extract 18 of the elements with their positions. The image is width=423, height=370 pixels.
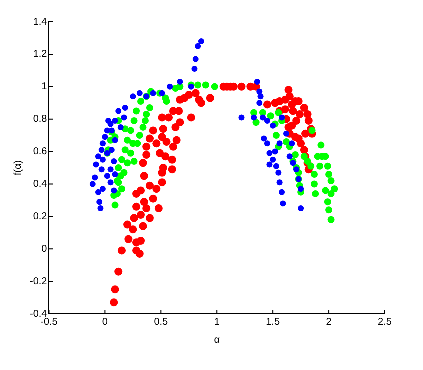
y-tick-label: 1.2: [33, 49, 48, 60]
y-tick-label: 1: [42, 82, 48, 93]
x-tick-label: 0: [102, 316, 108, 328]
x-tick-label: 1: [214, 316, 220, 328]
x-axis-title: α: [214, 334, 220, 346]
x-tick-label: 2.5: [378, 316, 392, 328]
y-tick-label: 0.8: [33, 114, 48, 126]
y-axis-title: f(α): [12, 160, 24, 176]
x-tick-label: -0.5: [40, 316, 58, 328]
y-tick-label: 0.6: [33, 146, 48, 158]
y-tick-label: 1.4: [33, 16, 48, 28]
x-tick-label: 0.5: [154, 316, 169, 328]
y-tick-label: 0.4: [33, 178, 48, 190]
y-tick-label: 0.2: [33, 211, 48, 222]
y-tick-label: 0: [42, 244, 48, 255]
y-tick-label: -0.2: [30, 276, 48, 288]
x-tick-label: 2: [326, 316, 332, 328]
x-tick-label: 1.5: [266, 316, 280, 328]
